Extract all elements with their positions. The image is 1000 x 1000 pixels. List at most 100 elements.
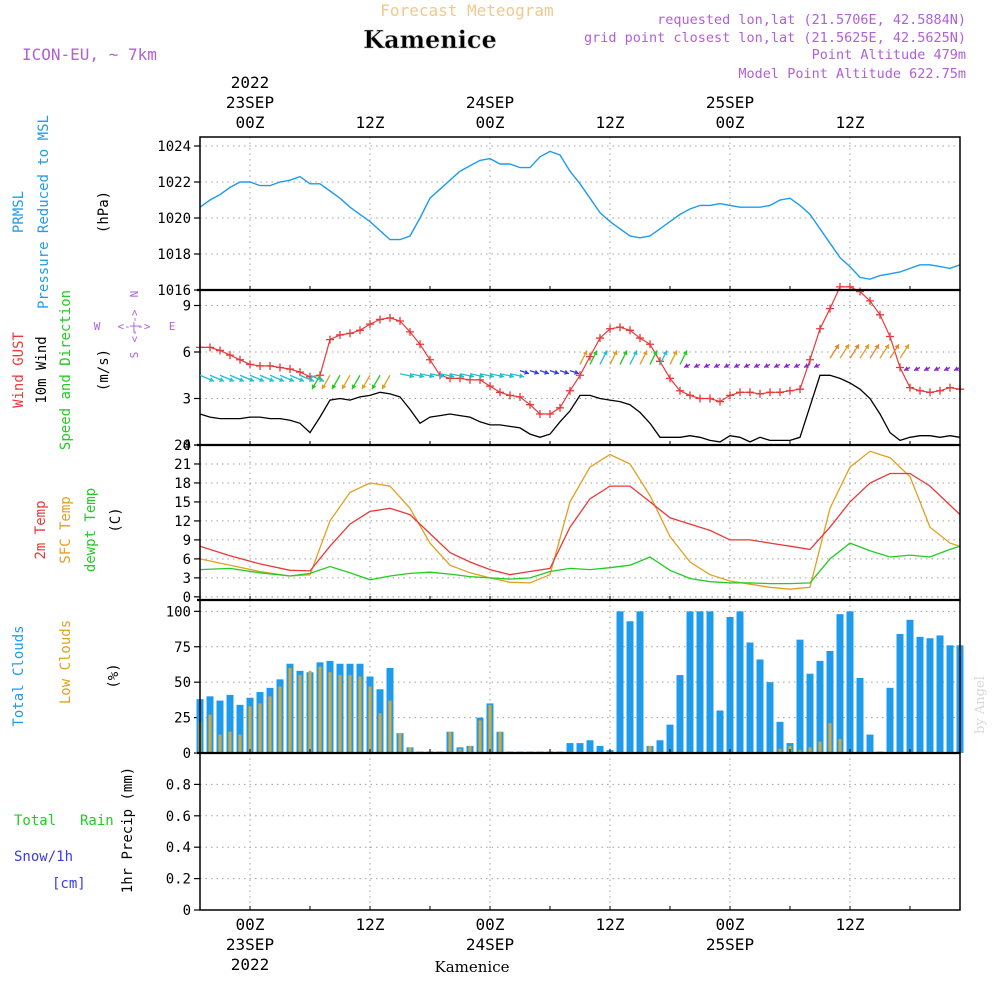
gust-marker	[676, 386, 684, 395]
gust-marker	[356, 326, 364, 335]
wind-label: 10m Wind	[34, 336, 50, 403]
requested-coords: requested lon,lat (21.5706E, 42.5884N)	[657, 12, 966, 28]
gust-marker	[936, 386, 944, 395]
gust-marker	[426, 355, 434, 364]
compass-north: N	[128, 291, 141, 298]
low-cloud-bar	[488, 704, 492, 753]
top-axis-label: 00Z	[236, 113, 265, 132]
temperature-ytick-label: 24	[174, 438, 191, 454]
temperature-ytick-label: 15	[174, 495, 191, 511]
low-cloud-bar	[388, 700, 392, 753]
pressure-line	[199, 150, 961, 280]
wind-arrow-head	[249, 377, 254, 382]
gust-marker	[766, 388, 774, 397]
low-cloud-bar	[648, 745, 652, 753]
bottom-axis-label: 12Z	[836, 915, 865, 934]
gust-marker	[366, 320, 374, 329]
wind-arrow-head	[704, 363, 709, 368]
compass-vertical: <-|->	[128, 309, 141, 342]
wind-arrow-head	[341, 384, 347, 390]
wind-arrow-head	[612, 350, 618, 356]
gust-marker	[236, 355, 244, 364]
low-cloud-bar	[828, 723, 832, 753]
gust-marker	[786, 386, 794, 395]
total-cloud-bar	[216, 700, 224, 753]
wind-arrow-head	[632, 350, 638, 356]
gust-marker	[496, 388, 504, 397]
precip-ytick-label: 0	[183, 903, 191, 919]
total-cloud-bar	[906, 619, 914, 753]
bottom-axis-label: 12Z	[356, 915, 385, 934]
total-cloud-bar	[846, 611, 854, 753]
gust-marker	[946, 383, 954, 392]
dewpoint-line	[199, 542, 961, 585]
low-cloud-bar	[348, 675, 352, 753]
low-cloud-bar	[498, 731, 502, 753]
gust-marker	[616, 323, 624, 332]
top-axis-label: 25SEP	[706, 93, 754, 112]
clouds-ytick-label: 50	[174, 675, 191, 691]
pressure-ytick-label: 1020	[157, 211, 191, 227]
wind-arrow-head	[564, 369, 569, 375]
wind-arrow-head	[361, 384, 367, 390]
wind-arrow-head	[622, 350, 628, 356]
low-cloud-bar	[338, 675, 342, 753]
gust-marker	[286, 365, 294, 374]
wind-arrow-head	[904, 366, 909, 371]
wind-arrow-head	[331, 384, 337, 390]
wind-arrow-head	[874, 344, 879, 350]
gust-marker	[856, 287, 864, 296]
wind-arrow-head	[744, 363, 749, 368]
low-cloud-bar	[838, 738, 842, 753]
dew-label: dewpt Temp	[83, 488, 99, 572]
wind-arrow-head	[672, 350, 678, 356]
total-cloud-bar	[696, 611, 704, 753]
total-cloud-bar	[756, 659, 764, 753]
gust-marker	[406, 327, 414, 336]
wind-ytick-label: 3	[183, 392, 191, 408]
total-cloud-bar	[676, 675, 684, 753]
low-cloud-bar	[208, 714, 212, 753]
low-cloud-bar	[248, 706, 252, 753]
temperature-ytick-label: 12	[174, 514, 191, 530]
wind-arrow-head	[864, 344, 869, 350]
gust-marker	[706, 394, 714, 403]
wind-arrow-head	[479, 373, 484, 379]
gust-marker	[276, 363, 284, 372]
wind-arrow-head	[371, 384, 377, 390]
gust-marker	[926, 388, 934, 397]
sfc-label: SFC Temp	[58, 496, 74, 563]
low-cloud-bar	[318, 666, 322, 753]
wind-arrow-head	[914, 366, 919, 371]
wind-arrow-head	[844, 344, 849, 350]
wind-arrow-head	[834, 344, 839, 350]
low-cloud-bar	[288, 668, 292, 753]
precip-ytick-label: 0.8	[166, 777, 191, 793]
temp-unit: (C)	[108, 507, 124, 532]
total-cloud-label: Total Clouds	[11, 625, 27, 726]
gust-marker	[576, 371, 584, 380]
wind-arrow-head	[814, 363, 819, 368]
gust-marker	[666, 374, 674, 383]
total-cloud-bar	[746, 642, 754, 753]
wind-arrow-head	[662, 350, 668, 356]
wind-unit: (m/s)	[96, 349, 112, 391]
total-cloud-bar	[766, 682, 774, 753]
cloud-unit: (%)	[106, 663, 122, 688]
total-cloud-bar	[236, 704, 244, 753]
gust-marker	[416, 340, 424, 349]
wind-arrow-head	[794, 363, 799, 368]
bottom-axis-label: 00Z	[236, 915, 265, 934]
wind-arrow-head	[299, 377, 304, 382]
top-axis-label: 12Z	[596, 113, 625, 132]
wind-arrow-head	[754, 363, 759, 368]
gust-marker	[606, 324, 614, 333]
gust-marker	[206, 343, 214, 352]
total-cloud-bar	[716, 710, 724, 753]
wind-arrow-head	[319, 377, 324, 382]
temperature-ytick-label: 9	[183, 533, 191, 549]
total-cloud-bar	[686, 611, 694, 753]
temp-labels: 2m Temp SFC Temp dewpt Temp (C)	[33, 488, 124, 572]
